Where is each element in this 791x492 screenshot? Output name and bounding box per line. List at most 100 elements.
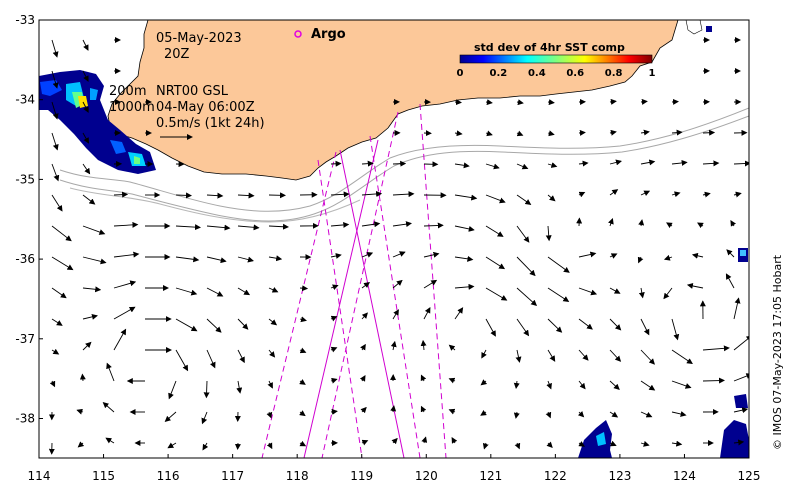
current-arrow-icon [392, 309, 399, 320]
argo-label: Argo [311, 27, 346, 42]
current-arrow-icon [448, 408, 456, 415]
current-arrow-icon [516, 194, 532, 205]
current-arrow-icon [485, 256, 506, 270]
depth-1000-label: 1000m [109, 100, 155, 115]
current-arrow-icon [51, 256, 74, 271]
current-arrow-icon [206, 318, 222, 333]
current-arrow-icon [82, 70, 89, 82]
current-arrow-icon [546, 380, 552, 390]
current-arrow-icon [392, 191, 415, 198]
current-arrow-icon [730, 220, 737, 227]
current-arrow-icon [361, 252, 374, 258]
contour-extra [69, 187, 361, 223]
current-arrow-icon [671, 411, 687, 417]
current-arrow-icon [423, 222, 444, 229]
current-arrow-icon [609, 380, 620, 390]
current-arrow-icon [268, 287, 279, 293]
current-arrow-icon [609, 440, 617, 447]
current-arrow-icon [671, 191, 681, 198]
current-arrow-icon [113, 191, 129, 198]
current-arrow-icon [423, 279, 438, 289]
x-tick-label: 116 [157, 469, 180, 483]
current-arrow-icon [360, 343, 366, 351]
current-arrow-icon [106, 362, 115, 382]
current-arrow-icon [702, 160, 720, 167]
current-arrow-icon [545, 411, 552, 419]
current-arrow-icon [330, 221, 350, 228]
current-arrow-icon [481, 349, 487, 359]
current-arrow-icon [638, 287, 645, 299]
x-tick-label: 122 [544, 469, 567, 483]
current-arrow-icon [299, 440, 307, 447]
y-tick-label: -37 [15, 332, 35, 346]
satellite-tracks [261, 103, 447, 458]
x-tick-label: 117 [221, 469, 244, 483]
x-tick-label: 121 [479, 469, 502, 483]
current-arrow-icon [299, 410, 306, 417]
current-arrow-icon [201, 411, 208, 425]
current-arrow-icon [640, 349, 655, 365]
current-arrow-icon [361, 160, 374, 167]
current-arrow-icon [637, 256, 644, 264]
current-arrow-icon [82, 341, 92, 351]
colorbar-tick-label: 0.8 [605, 68, 623, 79]
current-vectors [48, 37, 749, 455]
y-tick-label: -33 [15, 13, 35, 27]
current-arrow-icon [547, 318, 563, 333]
current-arrow-icon [266, 411, 273, 419]
current-arrow-icon [392, 251, 406, 258]
current-arrow-icon [299, 379, 306, 385]
current-arrow-icon [420, 374, 427, 382]
current-arrow-icon [423, 307, 431, 320]
current-arrow-icon [480, 379, 488, 386]
y-tick-label: -34 [15, 93, 35, 107]
current-arrow-icon [454, 225, 475, 232]
current-arrow-icon [268, 318, 278, 326]
current-arrow-icon [513, 380, 520, 389]
current-arrow-icon [485, 287, 508, 301]
current-arrow-icon [513, 411, 520, 419]
current-arrow-icon [454, 162, 470, 169]
current-arrow-icon [102, 402, 115, 413]
scale-label: 0.5m/s (1kt 24h) [156, 116, 265, 131]
colorbar-tick-label: 0 [457, 68, 464, 79]
current-arrow-icon [237, 224, 260, 231]
current-arrow-icon [640, 380, 656, 391]
current-arrow-icon [175, 349, 189, 372]
current-arrow-icon [79, 373, 86, 382]
current-arrow-icon [516, 287, 538, 306]
current-arrow-icon [454, 130, 463, 137]
current-arrow-icon [485, 194, 506, 204]
current-arrow-icon [237, 349, 245, 364]
current-arrow-icon [392, 279, 403, 289]
x-tick-label: 115 [92, 469, 115, 483]
current-arrow-icon [454, 283, 475, 290]
current-arrow-icon [206, 192, 224, 199]
current-arrow-icon [547, 349, 556, 362]
current-arrow-icon [578, 318, 593, 330]
current-arrow-icon [420, 339, 427, 351]
current-arrow-icon [515, 349, 522, 363]
sst-patch [706, 26, 712, 32]
current-arrow-icon [392, 160, 407, 167]
current-arrow-icon [361, 190, 383, 197]
time-label: 20Z [164, 47, 190, 62]
current-arrow-icon [299, 316, 307, 323]
current-arrow-icon [51, 318, 63, 326]
current-arrow-icon [51, 132, 59, 151]
current-arrow-icon [168, 380, 177, 400]
colorbar-ticks: 0 0.2 0.4 0.6 0.8 1 [457, 68, 656, 79]
current-arrow-icon [578, 380, 586, 390]
current-arrow-icon [547, 130, 555, 137]
current-arrow-icon [237, 318, 249, 330]
colorbar-tick-label: 0.2 [490, 68, 508, 79]
contour-200m [59, 107, 749, 212]
axis-ticks: 114 115 116 117 118 119 120 121 122 123 124 125 -33 -… [15, 13, 760, 483]
current-arrow-icon [330, 160, 342, 167]
current-arrow-icon [420, 405, 427, 413]
current-arrow-icon [51, 194, 63, 212]
current-arrow-icon [51, 225, 72, 242]
current-arrow-icon [360, 406, 367, 414]
current-arrow-icon [330, 253, 342, 259]
current-arrow-icon [237, 256, 254, 263]
